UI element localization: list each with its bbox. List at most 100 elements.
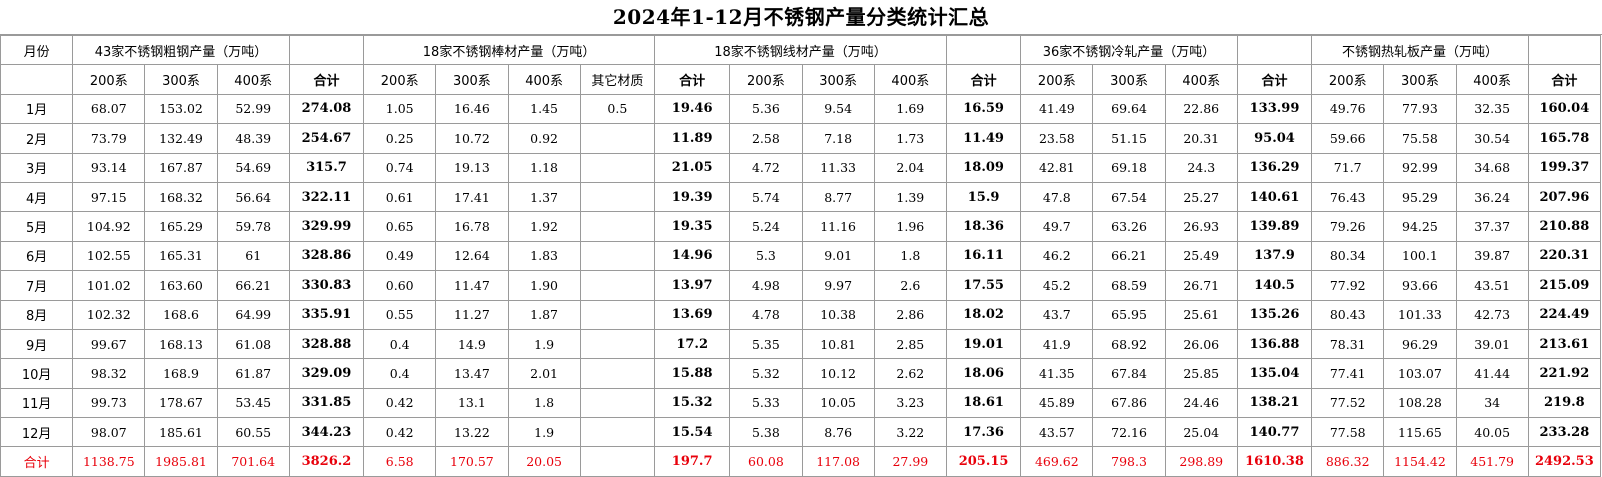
value-cell: 26.06 bbox=[1164, 328, 1238, 360]
value-cell: 3.23 bbox=[873, 387, 947, 419]
value-cell: 77.58 bbox=[1311, 417, 1385, 448]
sub-header: 200系 bbox=[72, 64, 146, 95]
total-cell: 138.21 bbox=[1236, 387, 1313, 419]
value-cell: 47.8 bbox=[1020, 181, 1094, 213]
value-cell: 93.14 bbox=[72, 152, 146, 183]
month-cell: 12月 bbox=[0, 417, 74, 448]
value-cell: 25.61 bbox=[1164, 299, 1238, 330]
total-cell: 11.49 bbox=[945, 123, 1022, 154]
value-cell: 168.32 bbox=[144, 181, 218, 213]
total-cell: 207.96 bbox=[1527, 181, 1602, 213]
value-cell: 59.66 bbox=[1311, 123, 1385, 154]
value-cell: 108.28 bbox=[1383, 387, 1457, 419]
total-cell: 17.55 bbox=[945, 270, 1022, 301]
sub-header-empty bbox=[0, 64, 74, 95]
table-row: 2月 73.79 132.49 48.39 254.67 0.25 10.72 0.92 11.… bbox=[0, 123, 1602, 154]
table-row: 9月 99.67 168.13 61.08 328.88 0.4 14.9 1.9 17.2 5.… bbox=[0, 328, 1602, 360]
value-cell: 0.60 bbox=[363, 270, 437, 301]
value-cell: 14.9 bbox=[435, 328, 509, 360]
value-cell: 16.78 bbox=[435, 211, 509, 242]
value-cell: 42.81 bbox=[1020, 152, 1094, 183]
value-cell: 1.83 bbox=[507, 240, 581, 272]
value-cell: 73.79 bbox=[72, 123, 146, 154]
total-cell: 344.23 bbox=[288, 417, 365, 448]
total-cell: 95.04 bbox=[1236, 123, 1313, 154]
value-cell: 1.8 bbox=[873, 240, 947, 272]
table-row: 8月 102.32 168.6 64.99 335.91 0.55 11.27 1.87 13.… bbox=[0, 299, 1602, 330]
value-cell: 66.21 bbox=[1092, 240, 1166, 272]
value-cell: 41.9 bbox=[1020, 328, 1094, 360]
value-cell: 60.55 bbox=[216, 417, 290, 448]
value-cell: 1.39 bbox=[873, 181, 947, 213]
total-cell: 16.59 bbox=[945, 93, 1022, 125]
total-cell: 18.06 bbox=[945, 358, 1022, 389]
value-cell: 1.45 bbox=[507, 93, 581, 125]
page-title: 2024年1-12月不锈钢产量分类统计汇总 bbox=[0, 0, 1602, 35]
value-cell: 5.35 bbox=[729, 328, 803, 360]
value-cell: 80.34 bbox=[1311, 240, 1385, 272]
total-label: 合计 bbox=[0, 446, 74, 477]
sub-header: 400系 bbox=[216, 64, 290, 95]
value-cell: 2.58 bbox=[729, 123, 803, 154]
value-cell: 0.74 bbox=[363, 152, 437, 183]
value-cell: 451.79 bbox=[1455, 446, 1529, 477]
value-cell: 11.16 bbox=[801, 211, 875, 242]
value-cell: 77.41 bbox=[1311, 358, 1385, 389]
month-header: 月份 bbox=[0, 34, 74, 66]
value-cell: 1.8 bbox=[507, 387, 581, 419]
sub-header-total: 合计 bbox=[1527, 64, 1602, 95]
value-cell: 10.81 bbox=[801, 328, 875, 360]
table-row: 6月 102.55 165.31 61 328.86 0.49 12.64 1.83 14.96… bbox=[0, 240, 1602, 272]
group-header-bar: 18家不锈钢棒材产量（万吨） bbox=[363, 34, 656, 66]
month-cell: 5月 bbox=[0, 211, 74, 242]
value-cell: 5.36 bbox=[729, 93, 803, 125]
value-cell: 10.05 bbox=[801, 387, 875, 419]
value-cell: 5.32 bbox=[729, 358, 803, 389]
sub-header: 400系 bbox=[1164, 64, 1238, 95]
value-cell: 26.71 bbox=[1164, 270, 1238, 301]
value-cell: 36.24 bbox=[1455, 181, 1529, 213]
value-cell: 23.58 bbox=[1020, 123, 1094, 154]
value-cell: 0.42 bbox=[363, 417, 437, 448]
total-cell: 210.88 bbox=[1527, 211, 1602, 242]
month-cell: 7月 bbox=[0, 270, 74, 301]
value-cell: 13.22 bbox=[435, 417, 509, 448]
table-body: 1月 68.07 153.02 52.99 274.08 1.05 16.46 1.45 0.5… bbox=[0, 93, 1602, 477]
value-cell: 4.72 bbox=[729, 152, 803, 183]
value-cell: 68.59 bbox=[1092, 270, 1166, 301]
month-cell: 2月 bbox=[0, 123, 74, 154]
value-cell: 11.47 bbox=[435, 270, 509, 301]
month-cell: 4月 bbox=[0, 181, 74, 213]
value-cell: 2.85 bbox=[873, 328, 947, 360]
value-cell: 0.65 bbox=[363, 211, 437, 242]
table-row: 10月 98.32 168.9 61.87 329.09 0.4 13.47 2.01 15.8… bbox=[0, 358, 1602, 389]
value-cell: 39.87 bbox=[1455, 240, 1529, 272]
total-cell: 335.91 bbox=[288, 299, 365, 330]
value-cell: 94.25 bbox=[1383, 211, 1457, 242]
value-cell bbox=[579, 417, 656, 448]
value-cell: 6.58 bbox=[363, 446, 437, 477]
group-header-crude-total-spacer bbox=[288, 34, 365, 66]
group-header-wire: 18家不锈钢线材产量（万吨） bbox=[654, 34, 947, 66]
total-cell: 19.46 bbox=[654, 93, 731, 125]
value-cell: 1.37 bbox=[507, 181, 581, 213]
value-cell: 27.99 bbox=[873, 446, 947, 477]
sub-header: 200系 bbox=[363, 64, 437, 95]
table-row: 7月 101.02 163.60 66.21 330.83 0.60 11.47 1.90 13… bbox=[0, 270, 1602, 301]
value-cell: 0.4 bbox=[363, 328, 437, 360]
value-cell: 41.44 bbox=[1455, 358, 1529, 389]
total-cell: 15.9 bbox=[945, 181, 1022, 213]
table-row: 3月 93.14 167.87 54.69 315.7 0.74 19.13 1.18 21.0… bbox=[0, 152, 1602, 183]
value-cell: 0.55 bbox=[363, 299, 437, 330]
total-cell: 215.09 bbox=[1527, 270, 1602, 301]
total-cell: 18.02 bbox=[945, 299, 1022, 330]
month-cell: 1月 bbox=[0, 93, 74, 125]
total-cell: 13.97 bbox=[654, 270, 731, 301]
total-cell: 329.09 bbox=[288, 358, 365, 389]
value-cell: 59.78 bbox=[216, 211, 290, 242]
value-cell: 9.01 bbox=[801, 240, 875, 272]
value-cell: 8.77 bbox=[801, 181, 875, 213]
value-cell: 32.35 bbox=[1455, 93, 1529, 125]
value-cell: 1.9 bbox=[507, 417, 581, 448]
total-cell: 135.04 bbox=[1236, 358, 1313, 389]
